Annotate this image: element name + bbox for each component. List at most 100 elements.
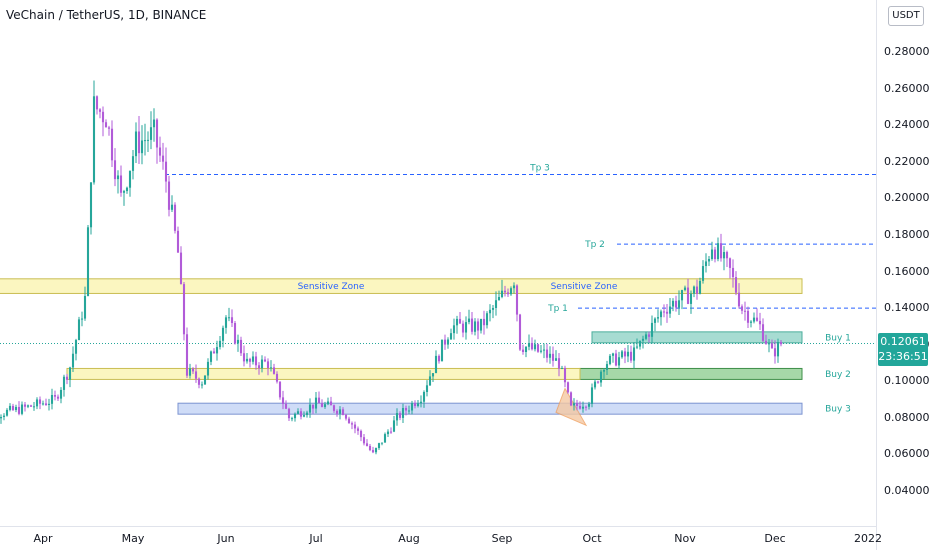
candle-body-85: [230, 317, 234, 323]
candle-body-76: [203, 375, 207, 385]
candle-body-179: [512, 285, 516, 289]
candle-body-210: [605, 364, 609, 370]
candle-body-231: [668, 306, 672, 314]
candle-body-182: [521, 349, 525, 353]
candle-body-53: [134, 131, 138, 157]
price-axis-tick: 0.28000: [884, 45, 930, 58]
candle-body-257: [746, 310, 750, 323]
candle-body-166: [473, 321, 477, 332]
candle-body-119: [332, 405, 336, 411]
candle-body-94: [257, 365, 261, 369]
candle-body-196: [563, 367, 567, 383]
candle-body-98: [269, 367, 273, 369]
price-axis-tick: 0.22000: [884, 154, 930, 168]
candle-body-82: [221, 327, 225, 341]
candle-body-56: [143, 140, 147, 142]
candle-body-18: [29, 405, 33, 407]
zone-1: [591, 331, 803, 344]
candle-body-252: [731, 267, 735, 278]
candle-body-60: [155, 119, 159, 148]
candle-body-222: [641, 338, 645, 341]
candle-body-156: [443, 339, 447, 345]
candle-body-215: [620, 351, 624, 358]
candle-body-224: [647, 334, 651, 337]
candle-body-181: [518, 314, 522, 350]
candle-body-38: [89, 182, 93, 228]
candle-body-122: [341, 409, 345, 415]
price-axis-tick: 0.04000: [884, 484, 930, 497]
candle-body-111: [308, 404, 312, 413]
candle-body-75: [200, 384, 204, 386]
candle-body-77: [206, 361, 210, 376]
candle-body-110: [305, 412, 309, 416]
candle-body-258: [749, 321, 753, 323]
candle-body-256: [743, 310, 747, 312]
candle-body-254: [737, 292, 741, 307]
candle-body-118: [329, 401, 333, 406]
candle-body-8: [0, 416, 3, 419]
buy2-label: Buy 2: [825, 370, 851, 380]
currency-button[interactable]: USDT: [888, 6, 924, 26]
candle-body-34: [77, 319, 81, 341]
candle-body-63: [164, 161, 168, 182]
candle-body-203: [584, 406, 588, 408]
candle-body-86: [233, 322, 237, 344]
price-axis-tick: 0.26000: [884, 81, 930, 95]
candle-body-148: [419, 401, 423, 404]
time-axis-tick: Oct: [582, 532, 602, 545]
candle-body-106: [293, 413, 297, 419]
candle-body-57: [146, 139, 150, 141]
candle-body-218: [629, 351, 633, 361]
candle-body-151: [428, 376, 432, 386]
time-axis-tick: Sep: [491, 532, 513, 545]
candle-body-195: [560, 367, 564, 369]
candle-body-246: [713, 249, 717, 260]
candle-body-52: [131, 156, 135, 171]
candle-body-72: [191, 368, 195, 372]
candle-body-113: [314, 397, 318, 409]
candle-body-81: [218, 340, 222, 348]
candle-body-78: [209, 351, 213, 362]
candle-body-204: [587, 403, 591, 407]
candle-body-201: [578, 405, 582, 409]
candle-body-217: [626, 351, 630, 357]
candle-body-176: [503, 290, 507, 293]
candle-body-87: [236, 339, 240, 344]
time-axis-tick: Apr: [33, 532, 53, 545]
candle-body-140: [395, 413, 399, 421]
price-axis-tick: 0.06000: [884, 447, 930, 461]
candle-body-172: [491, 307, 495, 310]
candle-body-109: [302, 415, 306, 417]
candle-body-23: [44, 403, 48, 406]
candle-body-138: [389, 431, 393, 433]
candle-body-22: [41, 403, 45, 405]
candle-body-154: [437, 355, 441, 362]
candle-body-124: [347, 418, 351, 424]
price-axis-tick: 0.24000: [884, 118, 930, 132]
candle-body-126: [353, 424, 357, 429]
candle-body-150: [425, 385, 429, 393]
candle-body-50: [125, 187, 129, 192]
time-axis-separator: [0, 526, 876, 527]
candle-body-14: [17, 406, 21, 414]
candle-body-43: [104, 122, 108, 128]
last-price-value: 0.12061: [880, 335, 926, 348]
buy1-label: Buy 1: [825, 333, 851, 343]
tp1-label: Tp 1: [547, 304, 568, 314]
candle-body-221: [638, 340, 642, 347]
candle-body-216: [623, 351, 627, 357]
candle-body-139: [392, 420, 396, 432]
candle-body-66: [173, 204, 177, 231]
candle-body-10: [5, 409, 9, 416]
candle-body-202: [581, 406, 585, 409]
candle-body-97: [266, 361, 270, 369]
candle-body-239: [692, 286, 696, 294]
candle-body-259: [752, 317, 756, 322]
candle-body-132: [371, 450, 375, 453]
candle-body-212: [611, 353, 615, 356]
candle-body-26: [53, 395, 57, 397]
candle-body-240: [695, 286, 699, 294]
candle-body-83: [224, 317, 228, 328]
